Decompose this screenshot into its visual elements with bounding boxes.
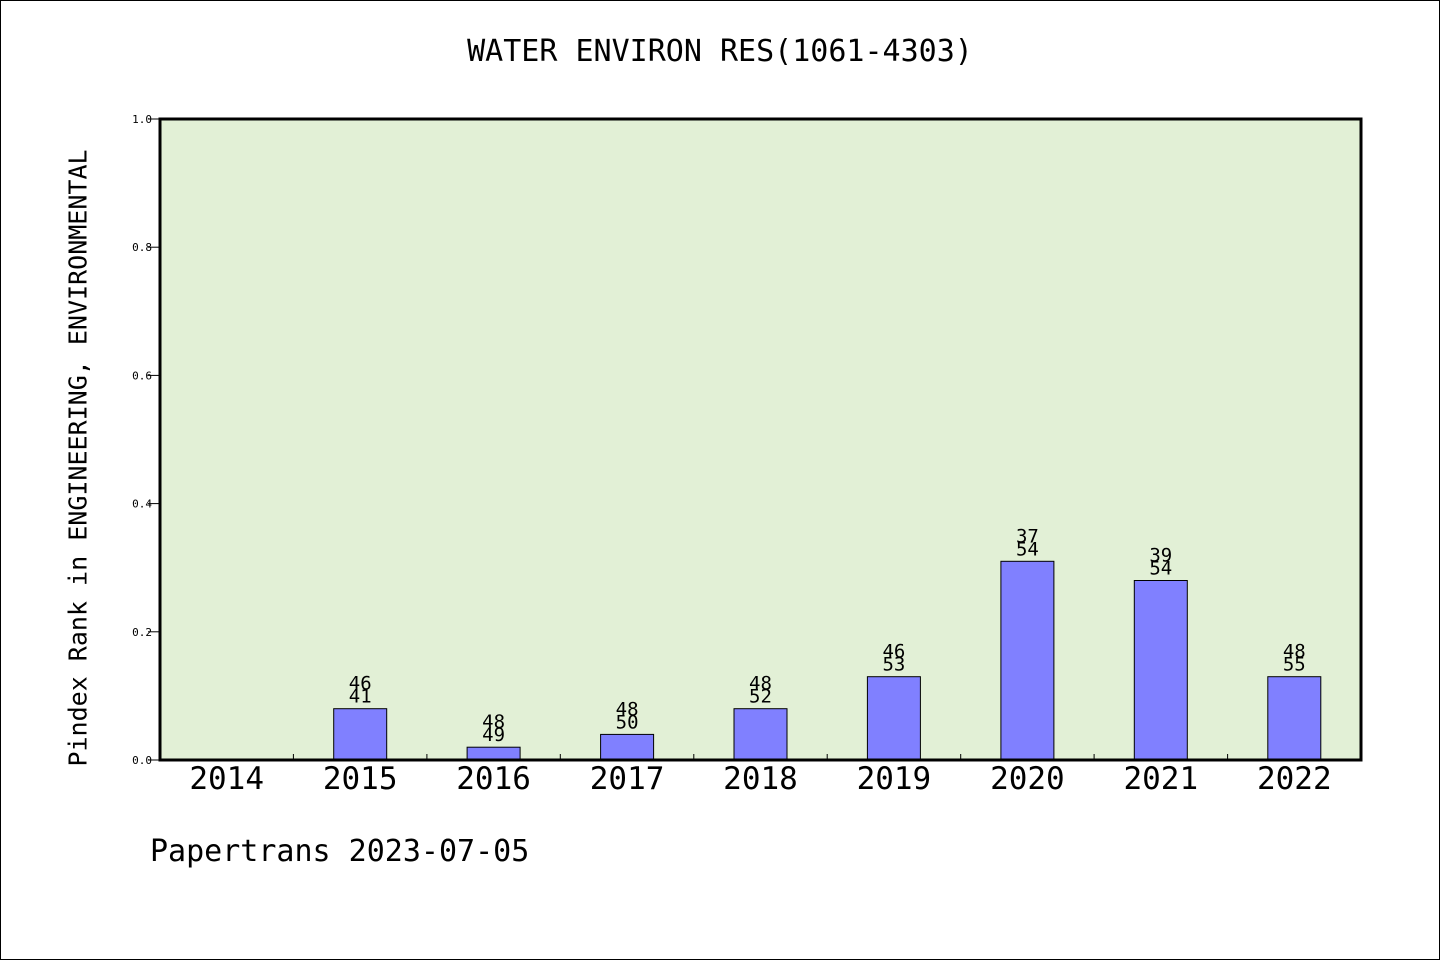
bar-data-label: 41 bbox=[349, 686, 372, 708]
bar bbox=[866, 676, 921, 761]
y-tick-label: 0.0 bbox=[132, 754, 152, 767]
x-tick-label: 2020 bbox=[990, 761, 1065, 797]
x-tick-label: 2021 bbox=[1123, 761, 1198, 797]
bar bbox=[733, 708, 788, 761]
footer-note: Papertrans 2023-07-05 bbox=[150, 834, 530, 869]
x-tick-label: 2014 bbox=[189, 761, 264, 797]
bar bbox=[333, 708, 388, 761]
bar-data-label: 53 bbox=[882, 654, 905, 676]
y-tick-label: 0.6 bbox=[132, 369, 152, 382]
bar bbox=[600, 733, 655, 761]
x-tick-label: 2017 bbox=[590, 761, 665, 797]
x-tick-label: 2022 bbox=[1257, 761, 1332, 797]
bar-data-label: 46 bbox=[349, 673, 372, 695]
bar bbox=[1000, 560, 1055, 761]
x-tick-label: 2018 bbox=[723, 761, 798, 797]
bar-data-label: 39 bbox=[1149, 545, 1172, 567]
plot-border bbox=[158, 117, 1363, 762]
bar-data-label: 55 bbox=[1283, 654, 1306, 676]
bar-data-label: 48 bbox=[1283, 641, 1306, 663]
y-tick-label: 0.4 bbox=[132, 498, 152, 511]
bar bbox=[1133, 580, 1188, 761]
x-tick-label: 2019 bbox=[857, 761, 932, 797]
y-tick-label: 1.0 bbox=[132, 113, 152, 126]
y-tick-label: 0.2 bbox=[132, 626, 152, 639]
bar-data-label: 46 bbox=[882, 641, 905, 663]
x-tick-label: 2016 bbox=[456, 761, 531, 797]
bar-data-label: 50 bbox=[616, 711, 639, 733]
bar-data-label: 48 bbox=[616, 698, 639, 720]
bar-data-label: 52 bbox=[749, 686, 772, 708]
bar-data-label: 48 bbox=[482, 711, 505, 733]
chart-title: WATER ENVIRON RES(1061-4303) bbox=[467, 34, 973, 69]
x-tick-label: 2015 bbox=[323, 761, 398, 797]
y-tick-label: 0.8 bbox=[132, 241, 152, 254]
bar bbox=[466, 746, 521, 761]
bar bbox=[1267, 676, 1322, 761]
bar-data-label: 49 bbox=[482, 724, 505, 746]
bar-data-label: 54 bbox=[1016, 538, 1039, 560]
bar-data-label: 37 bbox=[1016, 525, 1039, 547]
bar-data-label: 54 bbox=[1149, 558, 1172, 580]
bar-data-label: 48 bbox=[749, 673, 772, 695]
